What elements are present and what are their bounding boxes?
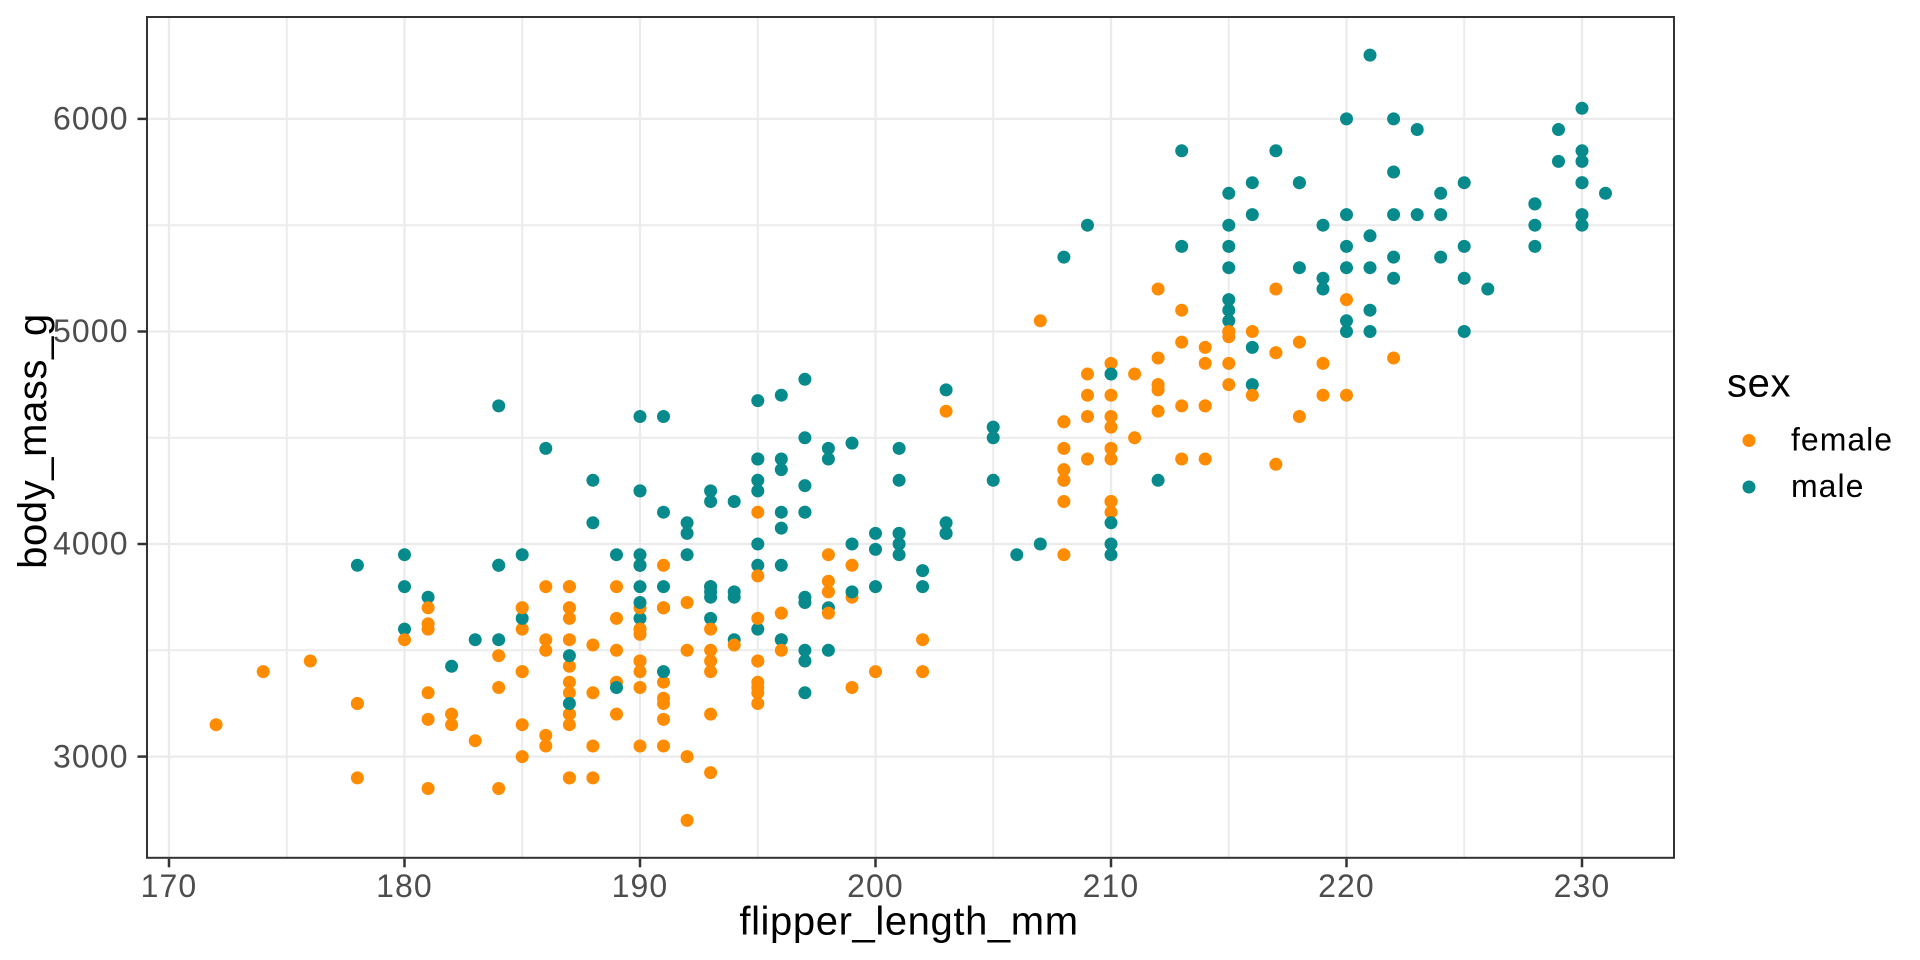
svg-text:sex: sex: [1727, 362, 1791, 406]
svg-text:4000: 4000: [53, 526, 129, 562]
svg-text:flipper_length_mm: flipper_length_mm: [739, 900, 1078, 944]
svg-text:200: 200: [847, 868, 904, 904]
svg-text:170: 170: [141, 868, 198, 904]
svg-text:6000: 6000: [53, 101, 129, 137]
svg-text:210: 210: [1083, 868, 1140, 904]
svg-text:230: 230: [1554, 868, 1611, 904]
svg-text:female: female: [1791, 422, 1893, 458]
svg-text:body_mass_g: body_mass_g: [11, 313, 55, 569]
svg-text:3000: 3000: [53, 738, 129, 774]
svg-text:220: 220: [1318, 868, 1375, 904]
svg-text:5000: 5000: [53, 313, 129, 349]
svg-text:190: 190: [612, 868, 669, 904]
svg-text:male: male: [1791, 468, 1864, 504]
svg-text:180: 180: [376, 868, 433, 904]
